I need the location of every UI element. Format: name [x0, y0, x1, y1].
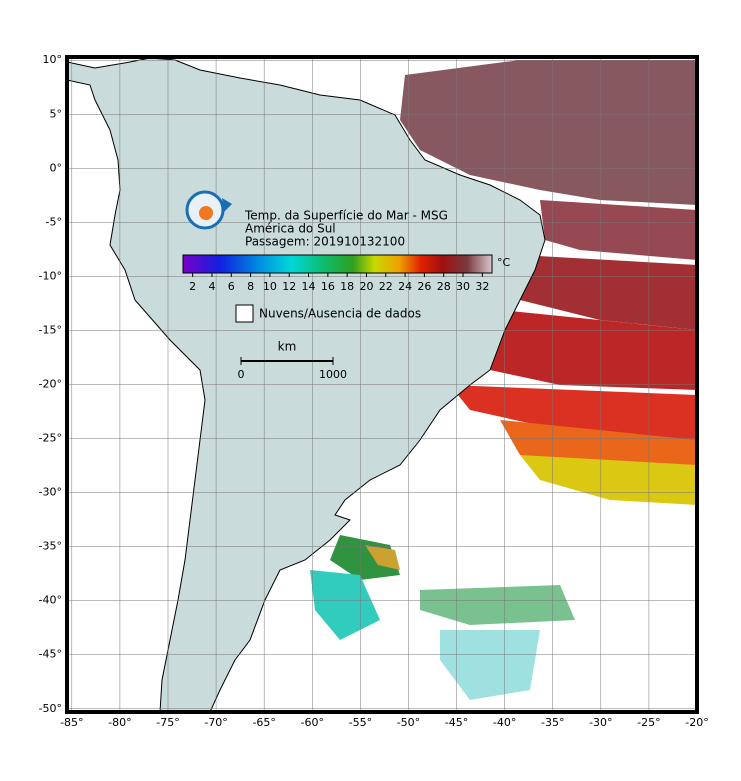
- scale-tick-label: 1000: [319, 368, 347, 381]
- colorbar-tick-label: 22: [379, 280, 393, 293]
- x-tick-label: -35°: [541, 716, 564, 729]
- x-tick-label: -60°: [301, 716, 324, 729]
- y-tick-label: 10°: [43, 53, 63, 66]
- colorbar-tick-label: 2: [189, 280, 196, 293]
- frame: [65, 55, 699, 714]
- colorbar: °C 2 4 6 8 10 12 14 16 18 20 22 24 26 28 30 32: [182, 254, 511, 293]
- x-tick-label: -65°: [252, 716, 275, 729]
- x-tick-label: -50°: [397, 716, 420, 729]
- colorbar-tick-label: 24: [398, 280, 412, 293]
- colorbar-tick-label: 6: [228, 280, 235, 293]
- colorbar-tick-label: 20: [359, 280, 373, 293]
- colorbar-tick-label: 8: [247, 280, 254, 293]
- legend-label: Nuvens/Ausencia de dados: [259, 307, 421, 321]
- colorbar-tick-label: 26: [417, 280, 431, 293]
- colorbar-tick-label: 16: [321, 280, 335, 293]
- colorbar-tick-label: 10: [263, 280, 277, 293]
- x-tick-label: -40°: [493, 716, 516, 729]
- y-tick-label: -20°: [39, 378, 62, 391]
- y-tick-label: 5°: [50, 107, 63, 120]
- y-tick-label: -10°: [39, 269, 62, 282]
- scale-unit: km: [278, 340, 297, 354]
- y-tick-label: -5°: [46, 215, 62, 228]
- x-tick-label: -20°: [685, 716, 708, 729]
- x-tick-label: -55°: [349, 716, 372, 729]
- title: Temp. da Superfície do Mar - MSG: [244, 209, 448, 223]
- y-tick-label: -25°: [39, 432, 62, 445]
- y-tick-label: -30°: [39, 486, 62, 499]
- logo: [185, 190, 232, 230]
- y-tick-label: -40°: [39, 594, 62, 607]
- tick-labels: -85° -80° -75° -70° -65° -60° -55° -50° -45° -40°…: [39, 53, 709, 729]
- colorbar-tick-label: 28: [437, 280, 451, 293]
- subtitle: América do Sul: [245, 222, 336, 236]
- colorbar-tick-label: 4: [208, 280, 215, 293]
- colorbar-unit: °C: [497, 256, 511, 269]
- x-tick-label: -85°: [60, 716, 83, 729]
- y-tick-label: -45°: [39, 648, 62, 661]
- pass-time: Passagem: 201910132100: [245, 235, 405, 249]
- x-tick-label: -25°: [637, 716, 660, 729]
- x-tick-label: -75°: [156, 716, 179, 729]
- y-tick-label: -35°: [39, 540, 62, 553]
- grid: [67, 57, 697, 712]
- y-tick-label: -50°: [39, 702, 62, 715]
- x-tick-label: -45°: [445, 716, 468, 729]
- y-tick-label: 0°: [50, 161, 63, 174]
- scale-tick-label: 0: [238, 368, 245, 381]
- y-tick-label: -15°: [39, 323, 62, 336]
- scale-bar: km 0 1000: [238, 340, 348, 382]
- colorbar-tick-label: 14: [302, 280, 316, 293]
- colorbar-tick-label: 18: [340, 280, 354, 293]
- x-tick-label: -80°: [108, 716, 131, 729]
- colorbar-tick-label: 12: [282, 280, 296, 293]
- legend-swatch: [235, 304, 254, 323]
- x-tick-label: -70°: [204, 716, 227, 729]
- colorbar-tick-label: 30: [456, 280, 470, 293]
- map-body: [67, 57, 697, 712]
- x-tick-label: -30°: [589, 716, 612, 729]
- colorbar-bar: [182, 254, 493, 274]
- land: [67, 57, 546, 712]
- colorbar-tick-label: 32: [475, 280, 489, 293]
